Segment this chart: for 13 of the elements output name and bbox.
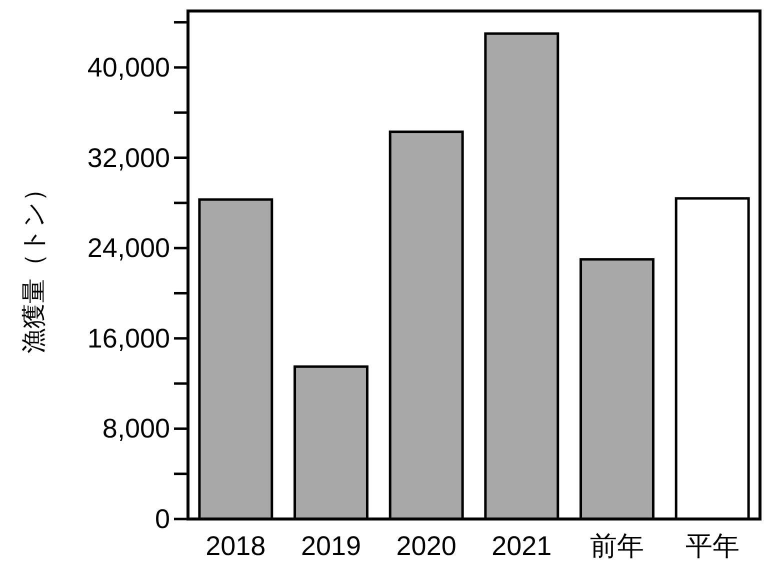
y-tick-label: 24,000 bbox=[87, 233, 170, 264]
y-tick-label: 40,000 bbox=[87, 52, 170, 82]
x-tick-label: 2020 bbox=[396, 531, 456, 561]
y-tick-label: 8,000 bbox=[102, 414, 170, 444]
x-tick-label: 前年 bbox=[590, 531, 644, 561]
x-tick-label: 2019 bbox=[300, 531, 362, 561]
x-tick-label: 2018 bbox=[206, 531, 266, 561]
y-axis-title: 漁獲量（トン） bbox=[20, 176, 48, 354]
y-tick-label: 0 bbox=[154, 504, 170, 534]
y-tick-label: 16,000 bbox=[87, 323, 170, 354]
x-tick-label: 平年 bbox=[685, 531, 740, 561]
x-tick-label: 2021 bbox=[492, 531, 552, 561]
y-tick-label: 32,000 bbox=[87, 142, 170, 173]
